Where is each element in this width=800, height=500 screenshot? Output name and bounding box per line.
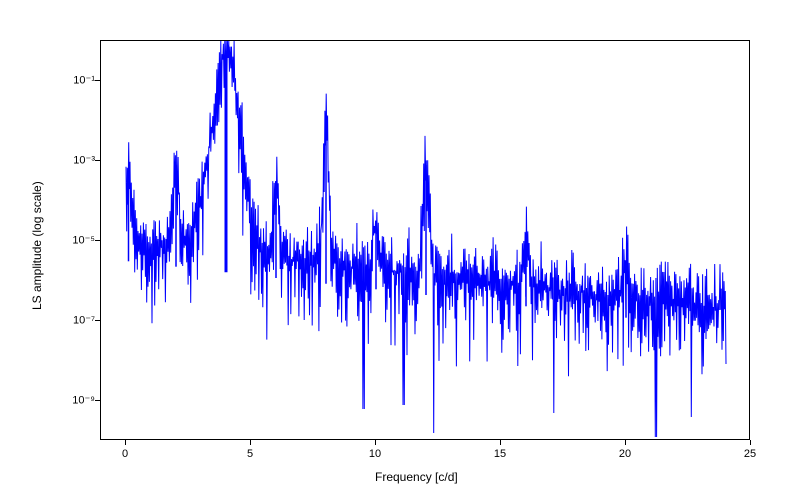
y-tick-mark [95, 240, 100, 241]
periodogram-line [101, 41, 751, 441]
y-tick-label: 10⁻³ [55, 154, 95, 167]
y-tick-mark [95, 160, 100, 161]
plot-area [100, 40, 750, 440]
x-tick-label: 25 [744, 448, 756, 460]
x-tick-label: 0 [122, 448, 128, 460]
y-axis-label: LS amplitude (log scale) [30, 181, 44, 310]
x-tick-mark [375, 440, 376, 445]
x-tick-label: 5 [247, 448, 253, 460]
y-tick-label: 10⁻⁷ [55, 314, 95, 327]
x-tick-mark [500, 440, 501, 445]
periodogram-figure: Frequency [c/d] LS amplitude (log scale)… [0, 0, 800, 500]
y-tick-label: 10⁻⁹ [55, 394, 95, 407]
x-tick-mark [125, 440, 126, 445]
y-tick-mark [95, 320, 100, 321]
y-tick-label: 10⁻¹ [55, 74, 95, 87]
x-tick-mark [250, 440, 251, 445]
y-tick-label: 10⁻⁵ [55, 234, 95, 247]
x-tick-label: 10 [369, 448, 381, 460]
x-tick-label: 20 [619, 448, 631, 460]
x-tick-mark [750, 440, 751, 445]
x-tick-label: 15 [494, 448, 506, 460]
x-axis-label: Frequency [c/d] [375, 470, 458, 484]
y-tick-mark [95, 80, 100, 81]
x-tick-mark [625, 440, 626, 445]
y-tick-mark [95, 400, 100, 401]
